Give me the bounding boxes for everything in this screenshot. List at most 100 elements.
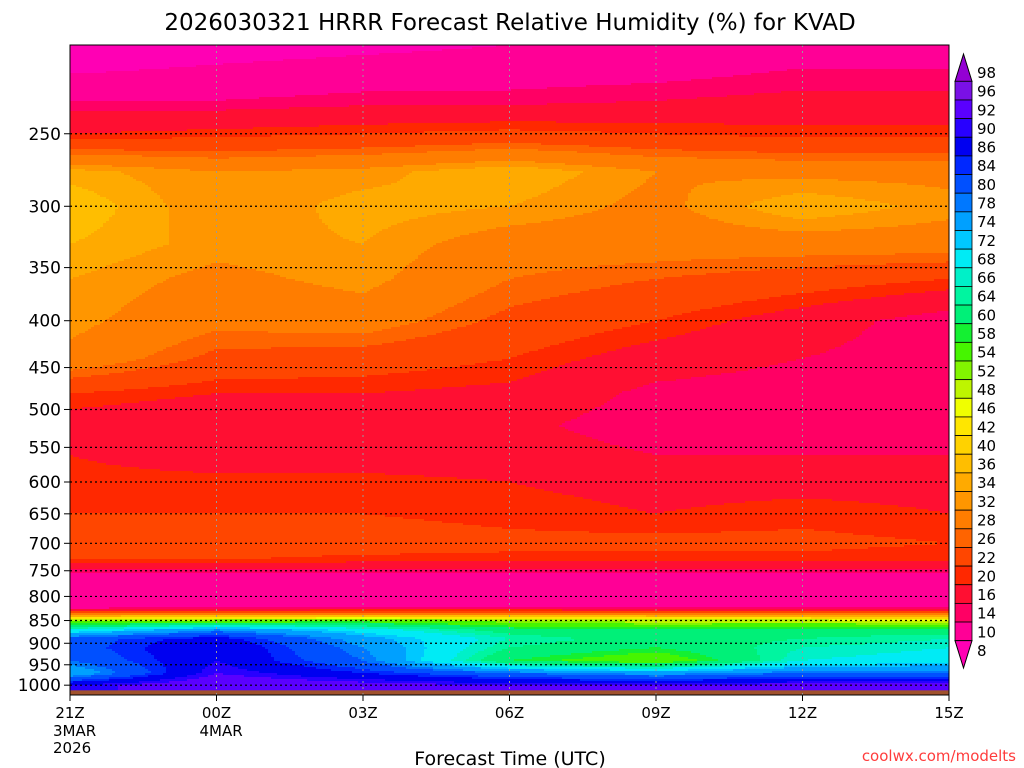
rh-cell — [163, 617, 167, 620]
rh-cell — [70, 169, 74, 186]
rh-cell — [178, 637, 182, 640]
rh-cell — [124, 305, 128, 364]
rh-cell — [127, 259, 131, 304]
rh-cell — [76, 675, 80, 678]
rh-cell — [142, 359, 146, 370]
rh-cell — [76, 617, 80, 620]
rh-cell — [118, 677, 122, 680]
rh-cell — [172, 277, 176, 346]
rh-cell — [172, 471, 176, 514]
rh-cell — [76, 187, 80, 242]
rh-cell — [82, 275, 86, 334]
rh-cell — [124, 403, 128, 468]
rh-cell — [94, 685, 98, 695]
rh-cell — [103, 149, 107, 156]
rh-cell — [205, 395, 209, 474]
rh-cell — [79, 377, 83, 394]
rh-cell — [202, 157, 206, 172]
rh-cell — [145, 157, 149, 168]
rh-cell — [97, 559, 101, 564]
rh-cell — [109, 71, 113, 102]
rh-cell — [100, 609, 104, 612]
rh-cell — [73, 169, 77, 186]
rh-cell — [73, 615, 77, 618]
rh-cell — [85, 45, 89, 74]
rh-cell — [115, 613, 119, 616]
rh-cell — [190, 271, 194, 340]
rh-cell — [70, 139, 74, 150]
rh-cell — [82, 189, 86, 240]
rh-cell — [127, 101, 131, 112]
rh-cell — [184, 151, 188, 158]
rh-cell — [130, 389, 134, 404]
rh-cell — [196, 171, 200, 270]
rh-cell — [154, 169, 158, 194]
rh-cell — [85, 677, 89, 680]
rh-cell — [70, 101, 74, 112]
rh-cell — [142, 569, 146, 574]
rh-cell — [148, 607, 152, 610]
rh-cell — [76, 661, 80, 668]
rh-cell — [202, 137, 206, 152]
rh-cell — [139, 45, 143, 70]
rh-cell — [88, 663, 92, 670]
rh-cell — [139, 609, 143, 612]
rh-cell — [85, 625, 89, 628]
rh-cell — [172, 569, 176, 574]
rh-cell — [124, 131, 128, 140]
rh-cell — [187, 631, 191, 634]
rh-cell — [202, 267, 206, 336]
rh-cell — [115, 679, 119, 684]
rh-cell — [133, 625, 137, 628]
rh-cell — [76, 393, 80, 410]
rh-cell — [148, 621, 152, 624]
rh-cell — [103, 405, 107, 464]
rh-cell — [187, 513, 191, 560]
rh-cell — [127, 403, 131, 468]
rh-cell — [166, 629, 170, 634]
rh-cell — [202, 623, 206, 626]
rh-cell — [73, 133, 77, 140]
rh-cell — [124, 71, 128, 102]
rh-cell — [184, 629, 188, 632]
rh-cell — [106, 619, 110, 622]
rh-cell — [118, 465, 122, 514]
rh-cell — [133, 467, 137, 514]
rh-cell — [130, 167, 134, 178]
rh-cell — [70, 609, 74, 612]
rh-cell — [97, 681, 101, 686]
rh-cell — [169, 679, 173, 682]
rh-cell — [169, 611, 173, 614]
rh-cell — [133, 607, 137, 610]
rh-cell — [175, 137, 179, 152]
rh-cell — [154, 559, 158, 564]
rh-cell — [85, 189, 89, 238]
rh-cell — [118, 613, 122, 616]
rh-cell — [70, 371, 74, 380]
rh-cell — [85, 573, 89, 610]
rh-cell — [112, 607, 116, 610]
rh-cell — [205, 611, 209, 614]
rh-cell — [157, 111, 161, 132]
rh-cell — [160, 629, 164, 634]
rh-cell — [202, 355, 206, 382]
rh-cell — [73, 619, 77, 622]
rh-cell — [178, 625, 182, 628]
rh-cell — [118, 139, 122, 150]
rh-cell — [121, 373, 125, 392]
rh-cell — [115, 637, 119, 642]
rh-cell — [202, 669, 206, 678]
rh-cell — [166, 573, 170, 608]
rh-cell — [145, 131, 149, 140]
rh-cell — [130, 573, 134, 608]
rh-cell — [199, 111, 203, 130]
rh-cell — [142, 667, 146, 676]
rh-cell — [136, 633, 140, 636]
rh-cell — [172, 399, 176, 472]
rh-cell — [196, 607, 200, 610]
rh-cell — [208, 333, 212, 352]
rh-cell — [106, 155, 110, 166]
rh-cell — [76, 623, 80, 626]
rh-cell — [133, 677, 137, 684]
